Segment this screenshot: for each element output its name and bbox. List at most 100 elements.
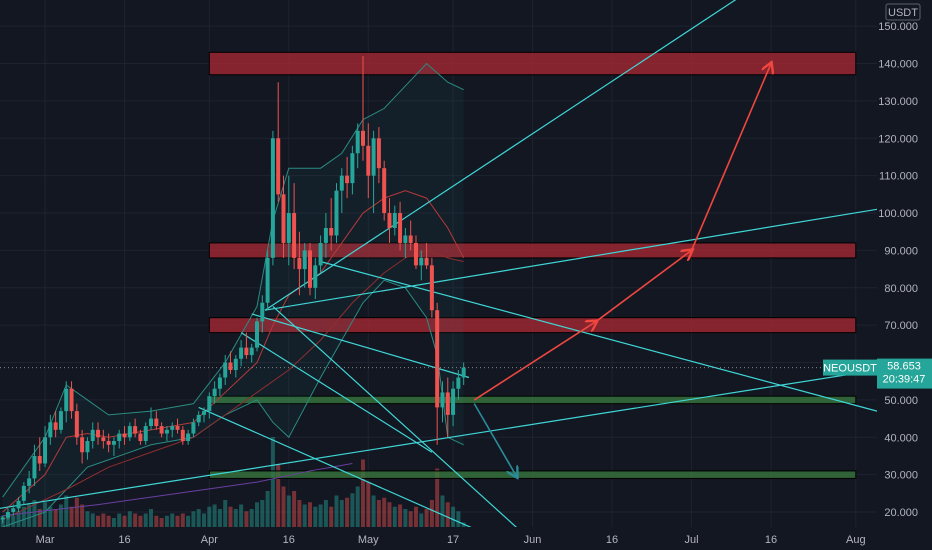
- volume-bar: [90, 513, 95, 527]
- trendline: [264, 208, 878, 311]
- volume-bar: [11, 515, 16, 527]
- candle-body: [21, 485, 26, 501]
- volume-bar: [58, 504, 63, 527]
- bullish-projection-arrow: [473, 321, 596, 401]
- candle-body: [398, 213, 403, 243]
- time-tick-label: 16: [765, 534, 777, 546]
- candle-body: [456, 377, 461, 389]
- candle-body: [58, 411, 63, 430]
- price-tick-label: 90.000: [884, 245, 918, 257]
- candle-body: [260, 302, 265, 322]
- volume-bar: [164, 515, 169, 527]
- volume-bar: [413, 506, 418, 527]
- candle-body: [207, 396, 212, 412]
- candle-body: [429, 265, 434, 311]
- volume-bar: [16, 511, 21, 527]
- candle-body: [419, 257, 424, 266]
- time-tick-label: Jul: [685, 534, 699, 546]
- price-axis[interactable]: 20.00030.00040.00050.00060.00070.00080.0…: [877, 0, 932, 550]
- volume-bar: [350, 493, 355, 527]
- candlesticks: [0, 56, 466, 524]
- candle-body: [170, 426, 175, 430]
- volume-bar: [371, 495, 376, 527]
- volume-bar: [149, 509, 154, 527]
- volume-bar: [186, 515, 191, 527]
- candle-body: [233, 358, 238, 371]
- price-tick-label: 80.000: [884, 283, 918, 295]
- volume-bar: [217, 509, 222, 527]
- volume-bar: [96, 515, 101, 527]
- volume-bar: [445, 502, 450, 527]
- volume-bar: [117, 513, 122, 527]
- candle-body: [80, 437, 85, 453]
- volume-bar: [419, 513, 424, 527]
- volume-bar: [424, 509, 429, 527]
- trendline: [0, 369, 878, 509]
- volume-bar: [345, 497, 350, 527]
- candle-body: [313, 265, 318, 288]
- volume-bar: [265, 491, 270, 527]
- candle-body: [69, 388, 74, 412]
- price-tick-label: 30.000: [884, 470, 918, 482]
- volume-bar: [228, 506, 233, 527]
- candle-body: [143, 426, 148, 442]
- candle-body: [265, 257, 270, 303]
- volume-bar: [286, 495, 291, 527]
- volume-bar: [48, 506, 53, 527]
- candle-body: [90, 429, 95, 442]
- time-axis[interactable]: Mar 16 Apr 16 May 17 Jun 16 Jul 16 Aug: [0, 527, 932, 550]
- candle-body: [392, 213, 397, 228]
- candle-body: [43, 437, 48, 464]
- candle-body: [16, 500, 21, 509]
- resistance-zone: [208, 51, 857, 76]
- volume-bar: [249, 509, 254, 527]
- currency-label: USDT: [888, 7, 918, 19]
- bullish-projection-arrow: [595, 250, 691, 323]
- volume-bar: [170, 513, 175, 527]
- candle-body: [0, 517, 5, 520]
- bearish-projection-arrow: [473, 403, 516, 477]
- trendline: [264, 0, 737, 311]
- candle-body: [32, 455, 37, 479]
- price-tick-label: 150.000: [878, 21, 918, 33]
- volume-bar: [133, 513, 138, 527]
- countdown-value: 20:39:47: [883, 374, 926, 386]
- volume-bar: [53, 509, 58, 527]
- price-tick-label: 40.000: [884, 432, 918, 444]
- volume-bar: [138, 515, 143, 527]
- horizontal-zones[interactable]: [208, 51, 857, 479]
- volume-bar: [127, 511, 132, 527]
- projection-arrows[interactable]: [473, 64, 771, 477]
- volume-bar: [366, 482, 371, 527]
- volume-bar: [64, 495, 69, 527]
- volume-bar: [318, 504, 323, 527]
- volume-bar: [334, 495, 339, 527]
- candle-body: [159, 426, 164, 434]
- candle-body: [403, 235, 408, 243]
- candle-body: [281, 194, 286, 243]
- candle-body: [138, 433, 143, 442]
- time-tick-label: Apr: [201, 534, 218, 546]
- candle-body: [196, 414, 201, 423]
- bollinger-lower-line: [2, 279, 464, 528]
- candle-body: [133, 426, 138, 434]
- candle-body: [461, 367, 466, 378]
- last-price-value: 58.653: [887, 361, 921, 373]
- candle-body: [212, 388, 217, 397]
- candle-body: [451, 388, 456, 415]
- volume-bar: [202, 513, 207, 527]
- volume-bar: [270, 437, 275, 527]
- volume-bar: [223, 500, 228, 527]
- volume-bar: [297, 500, 302, 527]
- candle-body: [11, 508, 16, 513]
- volume-bar: [101, 513, 106, 527]
- time-axis-bg: [0, 527, 932, 550]
- candle-body: [424, 257, 429, 266]
- time-tick-label: Mar: [36, 534, 55, 546]
- candle-body: [329, 227, 334, 236]
- volume-bar: [191, 511, 196, 527]
- volume-bar: [74, 497, 79, 527]
- candle-body: [122, 433, 127, 438]
